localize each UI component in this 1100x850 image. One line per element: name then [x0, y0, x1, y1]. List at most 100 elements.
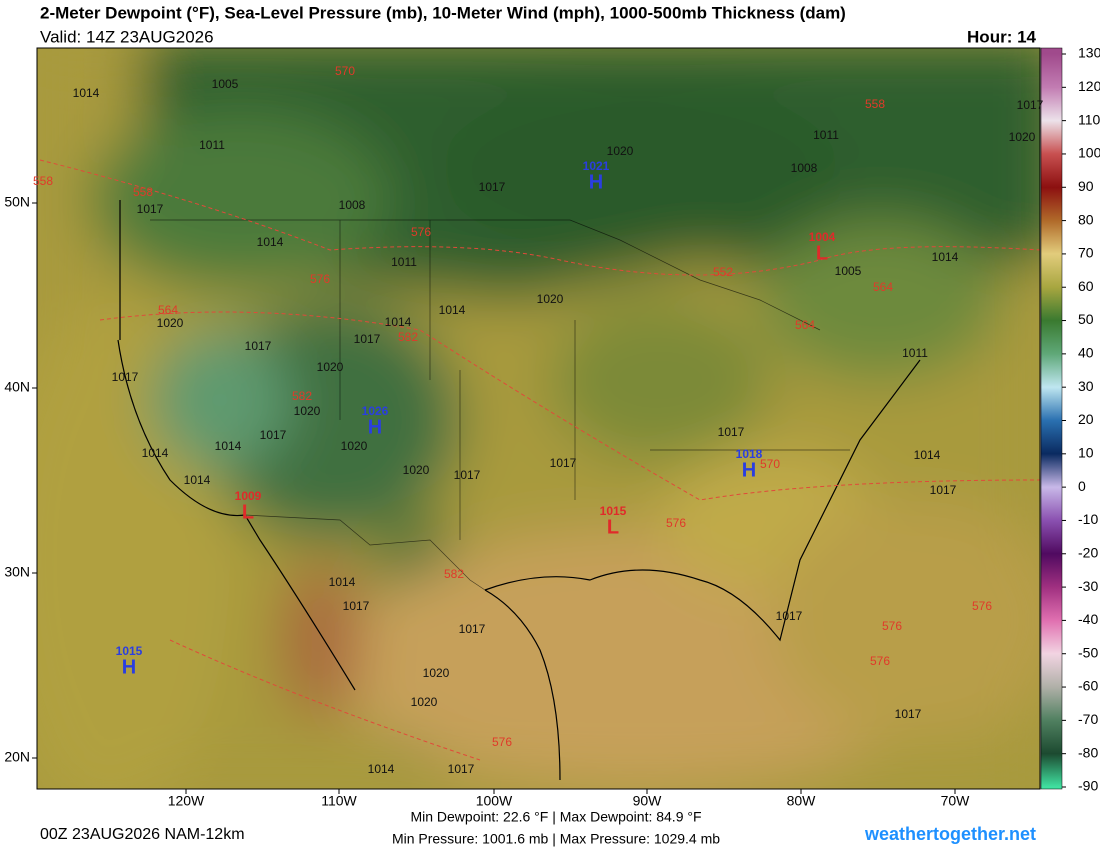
isobar-label: 1017: [1017, 98, 1044, 112]
isobar-label: 1020: [1009, 130, 1036, 144]
colorbar-label: 0: [1078, 478, 1086, 494]
center-symbol: H: [368, 416, 382, 438]
isobar-label: 1020: [317, 360, 344, 374]
colorbar-label: -10: [1078, 511, 1098, 527]
isobar-label: 1017: [776, 609, 803, 623]
center-symbol: H: [122, 656, 136, 678]
center-symbol: H: [742, 459, 756, 481]
colorbar-label: 50: [1078, 311, 1094, 327]
center-value: 1015: [116, 644, 143, 658]
colorbar-label: -30: [1078, 578, 1098, 594]
colorbar-label: 80: [1078, 211, 1094, 227]
isobar-label: 1014: [932, 250, 959, 264]
isobar-label: 1011: [813, 128, 839, 142]
isobar-label: 1014: [914, 448, 941, 462]
colorbar-label: 100: [1078, 145, 1100, 161]
colorbar-label: -20: [1078, 544, 1098, 560]
lon-label: 70W: [941, 793, 971, 809]
colorbar-label: 90: [1078, 178, 1094, 194]
center-value: 1015: [600, 504, 627, 518]
isobar-label: 1017: [448, 762, 475, 776]
thickness-label: 576: [972, 599, 992, 613]
colorbar-label: 30: [1078, 378, 1094, 394]
colorbar-label: 20: [1078, 411, 1094, 427]
pressure-stats: Min Pressure: 1001.6 mb | Max Pressure: …: [392, 831, 720, 847]
isobar-label: 1017: [245, 339, 272, 353]
thickness-label: 582: [398, 330, 418, 344]
colorbar-label: 60: [1078, 278, 1094, 294]
coastlines: [117, 200, 921, 781]
dewpoint-stats: Min Dewpoint: 22.6 °F | Max Dewpoint: 84…: [410, 809, 701, 825]
model-run: 00Z 23AUG2026 NAM-12km: [40, 826, 245, 843]
thickness-label: 582: [444, 567, 464, 581]
center-value: 1026: [362, 404, 389, 418]
colorbar-label: 70: [1078, 245, 1094, 261]
isobar-label: 1017: [112, 370, 139, 384]
isobar-label: 1014: [73, 86, 100, 100]
thickness-label: 570: [335, 64, 355, 78]
isobar-label: 1020: [411, 695, 438, 709]
center-symbol: L: [816, 242, 828, 264]
isobar-label: 1014: [215, 439, 242, 453]
isobar-label: 1017: [137, 202, 164, 216]
center-value: 1021: [583, 159, 610, 173]
colorbar-label: -80: [1078, 744, 1098, 760]
thickness-label: 576: [666, 516, 686, 530]
isobar-label: 1008: [339, 198, 366, 212]
colorbar-label: -60: [1078, 678, 1098, 694]
thickness-label: 576: [492, 735, 512, 749]
isobar-label: 1005: [835, 264, 862, 278]
colorbar: [1040, 47, 1063, 790]
isobar-label: 1017: [895, 707, 922, 721]
thickness-label: 558: [133, 185, 153, 199]
isobar-label: 1014: [439, 303, 466, 317]
isobar-label: 1014: [257, 235, 284, 249]
isobar-label: 1017: [260, 428, 287, 442]
lon-label: 100W: [476, 793, 513, 809]
isobar-label: 1014: [142, 446, 169, 460]
title: 2-Meter Dewpoint (°F), Sea-Level Pressur…: [40, 3, 846, 22]
isobar-label: 1020: [157, 316, 184, 330]
isobar-label: 1011: [391, 255, 417, 269]
thickness-contours: [39, 159, 1040, 761]
lat-label: 20N: [4, 749, 30, 765]
thickness-label: 576: [870, 654, 890, 668]
colorbar-label: -50: [1078, 644, 1098, 660]
center-symbol: L: [607, 516, 619, 538]
thickness-label: 552: [713, 265, 733, 279]
isobar-label: 1014: [385, 315, 412, 329]
center-value: 1018: [736, 447, 763, 461]
dewpoint-shading: [37, 48, 1040, 789]
map-field: [37, 48, 1040, 789]
colorbar-label: -40: [1078, 611, 1098, 627]
isobar-label: 1020: [423, 666, 450, 680]
colorbar-label: 130: [1078, 45, 1100, 61]
isobar-label: 1008: [791, 161, 818, 175]
isobar-label: 1017: [550, 456, 577, 470]
isobar-label: 1005: [212, 77, 239, 91]
isobar-label: 1020: [607, 144, 634, 158]
forecast-hour: Hour: 14: [967, 27, 1037, 46]
map-frame: [36, 47, 1041, 790]
isobar-label: 1017: [718, 425, 745, 439]
isobar-label: 1014: [329, 575, 356, 589]
isobar-label: 1011: [199, 138, 225, 152]
center-symbol: L: [242, 501, 254, 523]
center-value: 1004: [809, 230, 836, 244]
colorbar-label: 120: [1078, 78, 1100, 94]
lon-label: 120W: [168, 793, 205, 809]
lon-label: 90W: [633, 793, 663, 809]
colorbar-label: 40: [1078, 345, 1094, 361]
thickness-label: 576: [310, 272, 330, 286]
lon-label: 80W: [787, 793, 817, 809]
isobar-label: 1017: [930, 483, 957, 497]
thickness-label: 576: [411, 225, 431, 239]
borders: [150, 219, 850, 591]
isobar-label: 1017: [343, 599, 370, 613]
isobar-label: 1014: [368, 762, 395, 776]
lat-label: 50N: [4, 194, 30, 210]
isobar-label: 1017: [454, 468, 481, 482]
site-name: weathertogether.net: [864, 824, 1036, 844]
isobar-label: 1020: [537, 292, 564, 306]
thickness-label: 564: [158, 303, 178, 317]
